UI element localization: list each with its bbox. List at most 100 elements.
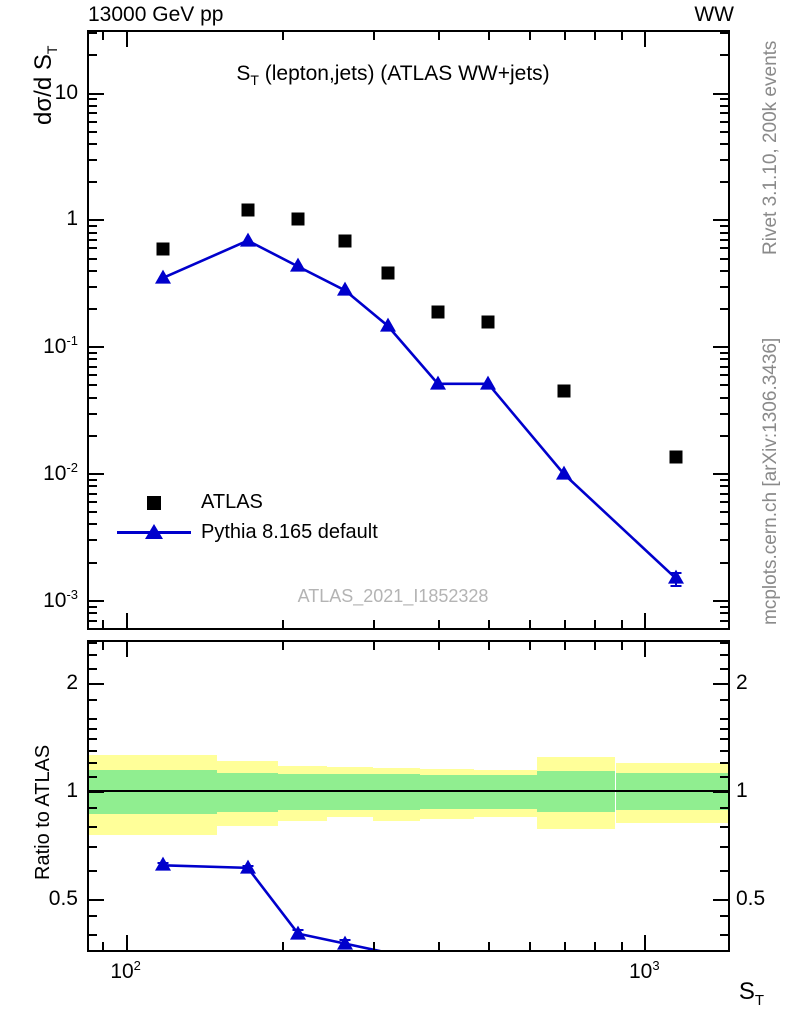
x-major-tick — [644, 613, 647, 628]
y-tick-label: 10-1 — [43, 333, 78, 359]
x-minor-tick-top — [488, 32, 491, 40]
x-minor-tick — [281, 620, 284, 628]
data-point-triangle — [239, 232, 256, 247]
ratio-major-tick-right — [713, 898, 728, 901]
y-minor-tick-right — [720, 247, 728, 250]
y-major-tick — [89, 473, 104, 476]
y-minor-tick — [89, 561, 97, 564]
y-tick-label: 10-2 — [43, 460, 78, 486]
ratio-minor-tick — [89, 738, 97, 741]
y-minor-tick-right — [720, 285, 728, 288]
y-minor-tick-right — [720, 54, 728, 57]
x-minor-tick-ratio — [373, 942, 376, 950]
ratio-band-green — [278, 773, 328, 810]
ratio-tick-label: 1 — [66, 778, 78, 802]
y-minor-tick-right — [720, 158, 728, 161]
ratio-tick-label: 0.5 — [48, 886, 78, 910]
y-minor-tick — [89, 612, 97, 615]
ratio-tick-label: 2 — [66, 670, 78, 694]
legend-key-square — [115, 489, 195, 515]
x-minor-tick-ratio — [101, 942, 104, 950]
ratio-minor-tick — [89, 642, 97, 644]
y-minor-tick-right — [720, 374, 728, 377]
data-point-triangle — [429, 375, 446, 390]
data-point-triangle — [154, 269, 171, 284]
x-major-tick-ratio — [125, 935, 128, 950]
x-minor-tick-ratio-top — [594, 642, 597, 650]
data-point-square — [669, 450, 683, 464]
data-point-triangle — [337, 282, 354, 297]
x-minor-tick-ratio — [437, 942, 440, 950]
y-minor-tick — [89, 32, 97, 34]
x-minor-tick-ratio — [563, 942, 566, 950]
ratio-minor-tick — [89, 825, 97, 828]
ratio-minor-tick-right — [720, 727, 728, 730]
y-minor-tick — [89, 619, 97, 622]
data-point-square — [431, 305, 445, 319]
y-minor-tick — [89, 238, 97, 241]
y-minor-tick — [89, 120, 97, 123]
x-minor-tick — [437, 620, 440, 628]
legend: ATLAS Pythia 8.165 default — [115, 487, 378, 547]
y-minor-tick — [89, 358, 97, 361]
ratio-minor-tick-right — [720, 668, 728, 671]
x-minor-tick-ratio — [620, 942, 623, 950]
y-minor-tick — [89, 231, 97, 234]
y-major-tick — [89, 219, 104, 222]
x-minor-tick-top — [437, 32, 440, 40]
x-major-tick-top — [644, 32, 647, 47]
x-minor-tick-ratio-top — [281, 642, 284, 650]
y-minor-tick-right — [720, 605, 728, 608]
x-minor-tick — [594, 620, 597, 628]
header-process-label: WW — [694, 3, 734, 26]
y-minor-tick-right — [720, 619, 728, 622]
y-minor-tick-right — [720, 501, 728, 504]
y-minor-tick-right — [720, 104, 728, 107]
ratio-minor-tick — [89, 762, 97, 765]
ratio-minor-tick-right — [720, 717, 728, 720]
ratio-minor-tick — [89, 776, 97, 778]
y-minor-tick-right — [720, 628, 728, 630]
y-minor-tick-right — [720, 257, 728, 260]
y-minor-tick — [89, 285, 97, 288]
y-minor-tick — [89, 308, 97, 310]
ratio-minor-tick-right — [720, 870, 728, 873]
ratio-major-tick — [89, 790, 104, 793]
ratio-minor-tick — [89, 654, 97, 657]
ratio-minor-tick-right — [720, 738, 728, 741]
main-plot-area — [89, 32, 728, 628]
y-minor-tick — [89, 523, 97, 526]
y-major-tick-right — [713, 473, 728, 476]
error-bar-cap — [670, 585, 682, 588]
ratio-minor-tick-right — [720, 642, 728, 644]
ratio-band-green — [373, 773, 421, 810]
x-minor-tick-ratio — [281, 942, 284, 950]
ratio-major-tick-right — [713, 790, 728, 793]
ratio-minor-tick-right — [720, 749, 728, 752]
y-minor-tick — [89, 54, 97, 57]
x-tick-label: 103 — [629, 958, 660, 983]
ratio-point-triangle — [290, 925, 307, 940]
ratio-minor-tick-right — [720, 825, 728, 828]
x-minor-tick-top — [620, 32, 623, 40]
y-minor-tick-right — [720, 612, 728, 615]
y-minor-tick-right — [720, 238, 728, 241]
x-minor-tick — [529, 620, 532, 628]
x-axis-title: ST — [739, 978, 764, 1009]
ratio-major-tick-right — [713, 682, 728, 685]
x-minor-tick-ratio — [529, 942, 532, 950]
ratio-point-triangle — [154, 856, 171, 871]
y-minor-tick — [89, 434, 97, 437]
x-minor-tick-top — [529, 32, 532, 40]
data-point-triangle — [379, 317, 396, 332]
x-major-tick — [125, 613, 128, 628]
x-minor-tick — [488, 620, 491, 628]
y-minor-tick-right — [720, 358, 728, 361]
ratio-tick-label-right: 0.5 — [736, 886, 766, 910]
x-axis-title-text: S — [738, 978, 755, 1005]
y-minor-tick-right — [720, 269, 728, 272]
y-minor-tick-right — [720, 485, 728, 488]
y-tick-label: 10-3 — [43, 586, 78, 612]
y-axis-title-sub: T — [43, 45, 60, 55]
ratio-minor-tick — [89, 915, 97, 918]
